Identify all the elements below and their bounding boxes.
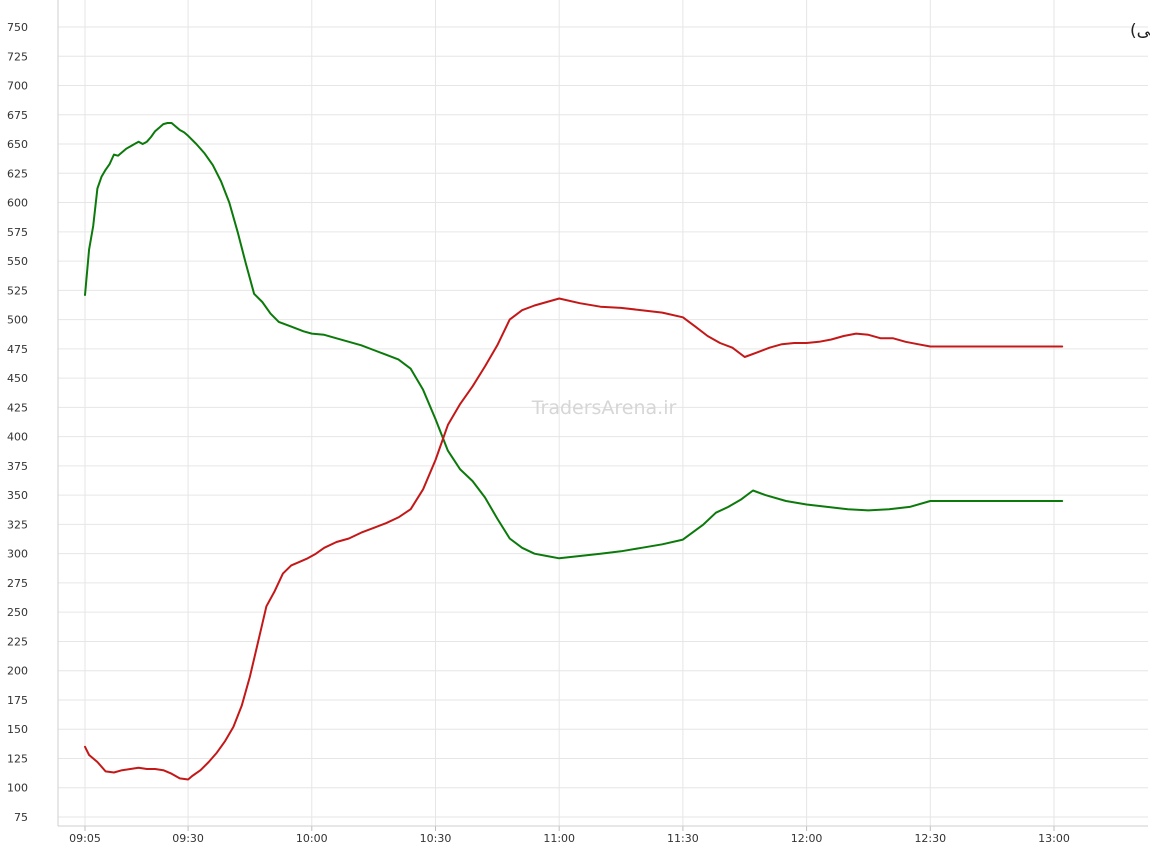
y-tick-label: 425 <box>7 401 28 414</box>
y-tick-label: 300 <box>7 548 28 561</box>
x-tick-label: 10:00 <box>296 832 328 845</box>
y-tick-label: 100 <box>7 782 28 795</box>
y-tick-label: 175 <box>7 694 28 707</box>
y-tick-label: 125 <box>7 752 28 765</box>
y-tick-label: 350 <box>7 489 28 502</box>
y-tick-label: 750 <box>7 21 28 34</box>
series-layer <box>84 122 1064 781</box>
y-tick-label: 150 <box>7 723 28 736</box>
grid-layer <box>58 0 1148 826</box>
series-line-2 <box>84 297 1064 781</box>
x-tick-label: 11:30 <box>667 832 699 845</box>
y-tick-label: 650 <box>7 138 28 151</box>
y-tick-label: 450 <box>7 372 28 385</box>
y-tick-label: 400 <box>7 431 28 444</box>
x-tick-label: 09:30 <box>172 832 204 845</box>
x-tick-label: 10:30 <box>420 832 452 845</box>
y-tick-label: 500 <box>7 314 28 327</box>
y-tick-label: 475 <box>7 343 28 356</box>
chart-title: نمادهای مثبت و منفی (سهام حق تقدم و صندو… <box>1130 21 1150 41</box>
y-tick-label: 700 <box>7 80 28 93</box>
x-tick-label: 13:00 <box>1038 832 1070 845</box>
y-tick-label: 575 <box>7 226 28 239</box>
y-tick-label: 75 <box>14 811 28 824</box>
y-tick-label: 200 <box>7 665 28 678</box>
y-tick-label: 625 <box>7 167 28 180</box>
x-tick-label: 12:00 <box>791 832 823 845</box>
y-tick-label: 550 <box>7 255 28 268</box>
y-tick-label: 250 <box>7 606 28 619</box>
x-tick-label: 09:05 <box>69 832 101 845</box>
y-tick-label: 325 <box>7 518 28 531</box>
y-tick-label: 225 <box>7 635 28 648</box>
x-tick-label: 12:30 <box>914 832 946 845</box>
x-tick-label: 11:00 <box>543 832 575 845</box>
y-tick-label: 525 <box>7 284 28 297</box>
y-tick-label: 675 <box>7 109 28 122</box>
watermark: TradersArena.ir <box>531 397 677 419</box>
axis-layer: 75 100 125 150 175 200 225 250 275 300 325 350 375 40… <box>7 0 1148 845</box>
series-line-1 <box>84 122 1064 560</box>
y-tick-label: 725 <box>7 50 28 63</box>
y-tick-label: 375 <box>7 460 28 473</box>
y-tick-label: 600 <box>7 197 28 210</box>
y-tick-label: 275 <box>7 577 28 590</box>
